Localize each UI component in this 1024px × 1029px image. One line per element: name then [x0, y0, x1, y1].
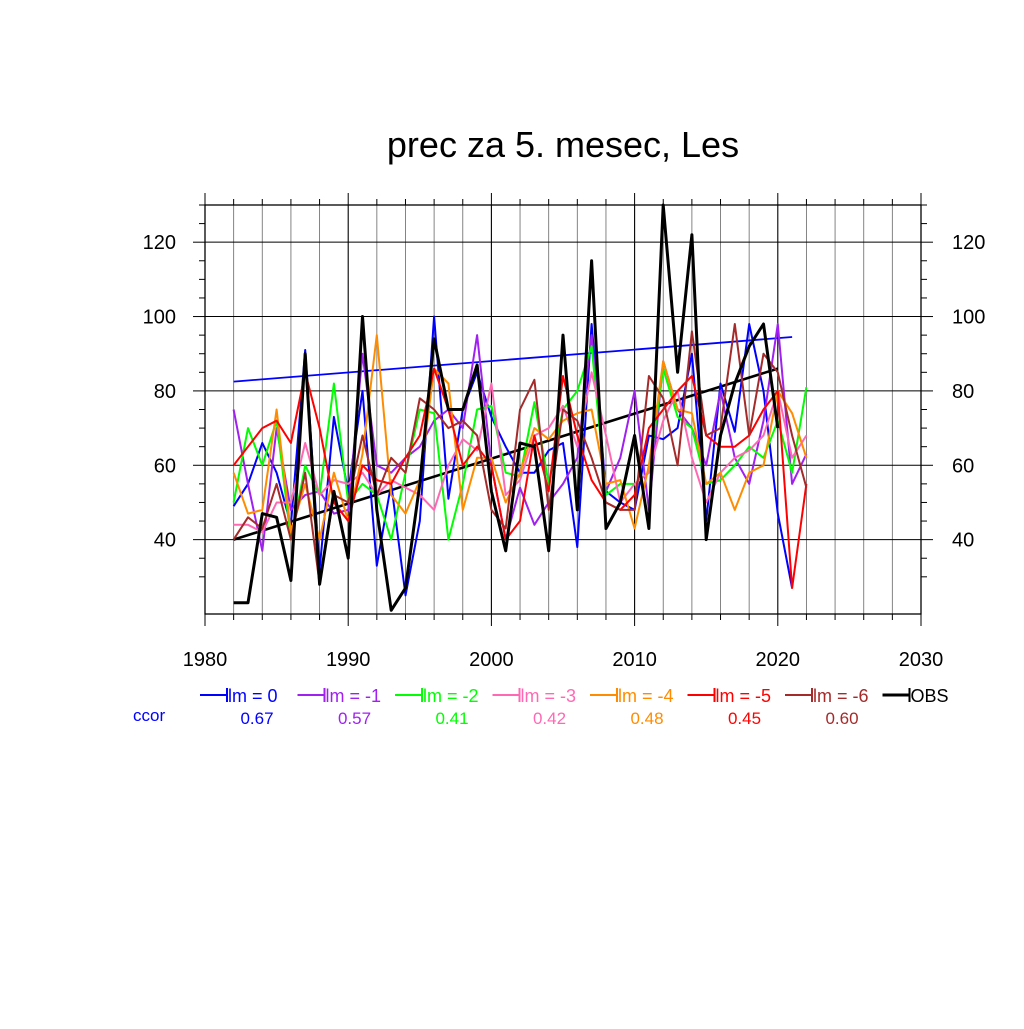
axis-ticks: [193, 193, 933, 626]
series-lines: [232, 203, 808, 612]
x-tick-label: 1980: [183, 649, 228, 671]
series-line: [233, 203, 780, 612]
y-tick-label-right: 40: [952, 530, 974, 552]
y-tick-label-left: 80: [154, 381, 176, 403]
x-tick-label: 2000: [469, 649, 514, 671]
plot-frame: [204, 204, 922, 615]
ccor-value: 0.42: [533, 709, 566, 728]
tick-labels: 1980 1990 2000 2010 2020 2030 40 40 60 60 80 80 100 1…: [143, 232, 986, 671]
y-tick-label-left: 120: [143, 232, 176, 254]
x-tick-label: 2010: [612, 649, 657, 671]
legend: lm = 0 0.67 lm = -1 0.57 lm = -2 0.41 lm = -3 0…: [133, 686, 949, 728]
ccor-value: 0.57: [338, 709, 371, 728]
x-tick-label: 1990: [326, 649, 371, 671]
y-tick-label-right: 100: [952, 307, 985, 329]
ccor-label: ccor: [133, 706, 165, 725]
legend-label: lm = -6: [813, 686, 869, 706]
ccor-value: 0.48: [630, 709, 663, 728]
series-line: [232, 345, 808, 541]
y-tick-label-left: 100: [143, 307, 176, 329]
y-tick-label-right: 80: [952, 381, 974, 403]
legend-label: lm = -3: [521, 686, 577, 706]
legend-label: OBS: [911, 686, 949, 706]
series-line: [232, 367, 808, 589]
ccor-value: 0.41: [435, 709, 468, 728]
grid: [205, 205, 921, 614]
y-tick-label-left: 40: [154, 530, 176, 552]
legend-label: lm = -1: [326, 686, 382, 706]
legend-label: lm = -2: [423, 686, 479, 706]
legend-label: lm = -4: [618, 686, 674, 706]
series-line: [232, 334, 808, 541]
series-line: [233, 371, 808, 534]
y-tick-label-left: 60: [154, 455, 176, 477]
ccor-value: 0.60: [825, 709, 858, 728]
legend-label: lm = -5: [716, 686, 772, 706]
x-tick-label: 2020: [756, 649, 801, 671]
y-tick-label-right: 120: [952, 232, 985, 254]
x-tick-label: 2030: [899, 649, 944, 671]
y-tick-label-right: 60: [952, 455, 974, 477]
series-line: [232, 315, 794, 597]
trend-line: [233, 336, 793, 383]
chart-title: prec za 5. mesec, Les: [387, 124, 739, 165]
ccor-value: 0.67: [240, 709, 273, 728]
ccor-value: 0.45: [728, 709, 761, 728]
legend-label: lm = 0: [228, 686, 278, 706]
